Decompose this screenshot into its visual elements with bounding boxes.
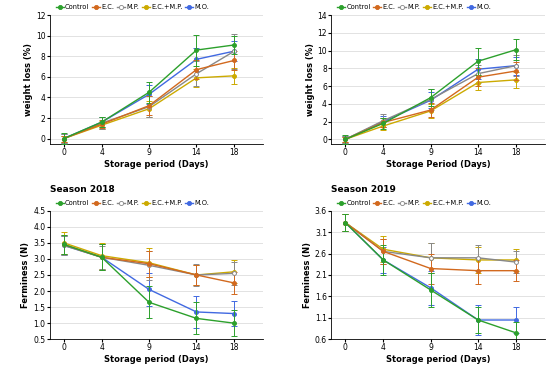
Legend: Control, E.C., M.P., E.C.+M.P., M.O.: Control, E.C., M.P., E.C.+M.P., M.O. xyxy=(334,2,493,13)
Y-axis label: Ferminess (N): Ferminess (N) xyxy=(303,242,312,308)
Y-axis label: Ferminess (N): Ferminess (N) xyxy=(21,242,30,308)
Legend: Control, E.C., M.P., E.C.+M.P., M.O.: Control, E.C., M.P., E.C.+M.P., M.O. xyxy=(334,197,493,208)
Y-axis label: weight loss (%): weight loss (%) xyxy=(24,43,33,116)
X-axis label: Storage period (Days): Storage period (Days) xyxy=(386,355,490,364)
Y-axis label: weight loss (%): weight loss (%) xyxy=(306,43,315,116)
X-axis label: Storage period (Days): Storage period (Days) xyxy=(104,355,208,364)
Text: Season 2019: Season 2019 xyxy=(331,185,396,194)
Legend: Control, E.C., M.P., E.C.+M.P., M.O.: Control, E.C., M.P., E.C.+M.P., M.O. xyxy=(53,197,212,208)
X-axis label: Storage period (Days): Storage period (Days) xyxy=(104,160,208,169)
X-axis label: Storage Period (Days): Storage Period (Days) xyxy=(386,160,490,169)
Text: Season 2018: Season 2018 xyxy=(50,185,114,194)
Legend: Control, E.C., M.P., E.C.+M.P., M.O.: Control, E.C., M.P., E.C.+M.P., M.O. xyxy=(53,2,212,13)
